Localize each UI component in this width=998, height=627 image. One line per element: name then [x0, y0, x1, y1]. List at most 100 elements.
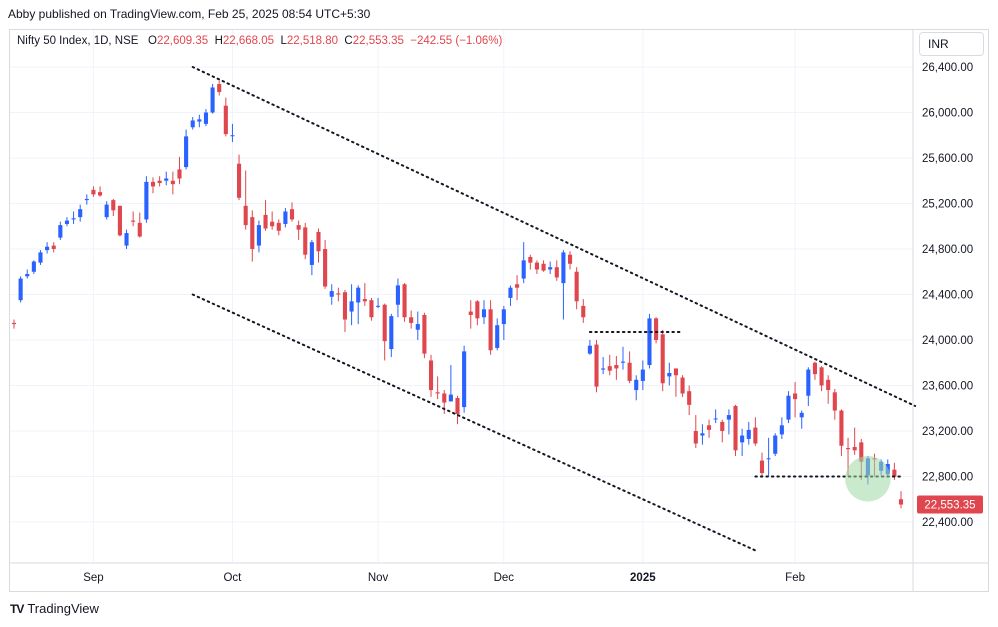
- candle-body: [336, 293, 341, 295]
- candle-body: [654, 318, 659, 340]
- candle-body: [45, 246, 50, 251]
- candle-body: [58, 225, 63, 238]
- close-label: C: [344, 35, 353, 47]
- candle-body: [111, 200, 116, 211]
- candle-body: [382, 304, 387, 342]
- candle-body: [376, 305, 381, 307]
- candle-body: [38, 252, 43, 263]
- candle-body: [607, 366, 612, 371]
- x-tick-label: Dec: [494, 572, 515, 584]
- candle-body: [296, 225, 301, 230]
- candle-body: [634, 379, 639, 391]
- candle-body: [574, 271, 579, 302]
- candle-body: [773, 435, 778, 454]
- open-label: O: [148, 35, 157, 47]
- candle-body: [706, 425, 712, 430]
- candle-body: [515, 284, 520, 288]
- candle-body: [356, 287, 361, 303]
- candle-body: [521, 260, 526, 279]
- candle-body: [64, 220, 70, 224]
- candle-body: [541, 263, 546, 271]
- candle-body: [812, 362, 817, 375]
- y-tick-label: 23,200.00: [922, 426, 973, 438]
- x-tick-label: Sep: [83, 572, 103, 584]
- high-label: H: [214, 35, 223, 47]
- y-tick-label: 26,400.00: [922, 62, 973, 74]
- candle-body: [144, 181, 149, 220]
- ohlc-legend: Nifty 50 Index, 1D, NSE O22,609.35 H22,6…: [17, 35, 502, 47]
- candle-body: [720, 421, 725, 431]
- candle-body: [806, 369, 811, 396]
- candle-body: [468, 311, 473, 315]
- candle-body: [342, 292, 348, 320]
- candle-body: [647, 318, 652, 366]
- candle-body: [117, 205, 122, 236]
- candle-body: [508, 287, 513, 298]
- candle-body: [488, 309, 493, 351]
- candle-body: [687, 391, 692, 405]
- low-value: 22,518.80: [286, 35, 339, 47]
- footer-branding: TV TradingView: [10, 601, 99, 616]
- candle-body: [98, 192, 103, 196]
- candle-body: [78, 209, 83, 218]
- candle-body: [898, 499, 904, 505]
- candle-body: [289, 209, 295, 220]
- candle-body: [594, 344, 599, 387]
- candle-body: [779, 425, 784, 435]
- candle-body: [256, 225, 261, 246]
- candle-body: [104, 204, 109, 218]
- symbol-label: Nifty 50 Index, 1D, NSE: [17, 35, 139, 47]
- candle-body: [18, 278, 23, 301]
- last-price-tag: [917, 495, 983, 514]
- candle-body: [177, 169, 182, 179]
- candle-body: [660, 334, 665, 384]
- candle-body: [561, 252, 566, 284]
- candle-body: [528, 256, 533, 263]
- candle-body: [534, 262, 539, 270]
- candle-body: [766, 458, 771, 460]
- high-value: 22,668.05: [222, 35, 275, 47]
- candle-body: [250, 217, 255, 249]
- chart-frame: [9, 29, 989, 592]
- x-tick-label: Nov: [368, 572, 389, 584]
- change-value: −242.55 (−1.06%): [410, 35, 503, 47]
- candle-body: [892, 469, 897, 477]
- candle-body: [303, 227, 308, 255]
- candle-body: [137, 222, 142, 237]
- candle-body: [25, 274, 30, 277]
- candle-body: [329, 291, 334, 297]
- candle-body: [157, 180, 162, 184]
- candle-body: [799, 412, 804, 418]
- candle-body: [680, 377, 685, 394]
- y-tick-label: 22,400.00: [922, 517, 973, 529]
- y-tick-label: 25,200.00: [922, 199, 973, 211]
- candle-body: [349, 301, 354, 312]
- candle-body: [51, 245, 56, 249]
- candle-body: [435, 392, 440, 394]
- highlight-circle: [845, 456, 891, 502]
- candle-body: [548, 267, 553, 270]
- candle-body: [369, 300, 374, 318]
- candle-body: [11, 322, 17, 325]
- candle-body: [845, 448, 851, 450]
- candle-body: [71, 218, 76, 220]
- candle-body: [740, 435, 745, 443]
- channel-trendline: [191, 66, 917, 407]
- currency-button[interactable]: INR: [919, 32, 984, 56]
- candle-body: [733, 405, 738, 451]
- candle-body: [210, 87, 215, 113]
- candle-body: [587, 345, 592, 354]
- candle-body: [826, 379, 831, 391]
- candle-body: [746, 429, 751, 439]
- x-tick-label: 2025: [630, 572, 656, 584]
- candle-body: [581, 305, 586, 318]
- candle-body: [475, 301, 480, 319]
- candle-body: [501, 309, 506, 325]
- y-tick-label: 26,000.00: [922, 108, 973, 120]
- candle-body: [601, 368, 606, 370]
- candle-body: [640, 369, 645, 381]
- channel-trendline: [191, 293, 757, 552]
- candle-body: [428, 360, 434, 391]
- candle-body: [554, 267, 559, 278]
